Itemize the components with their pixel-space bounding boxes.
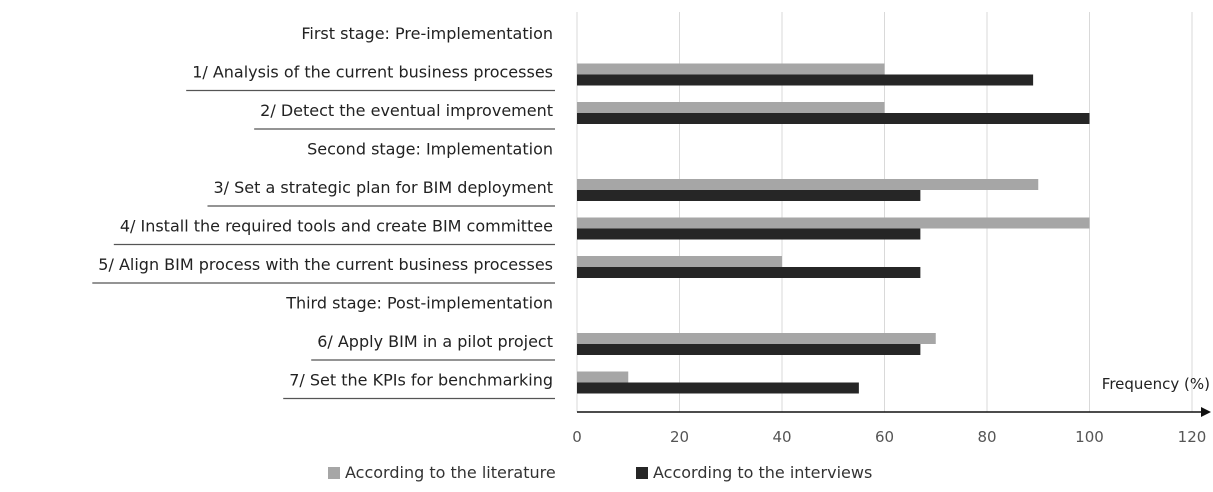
bar-literature [577, 102, 885, 113]
category-label: 3/ Set a strategic plan for BIM deployme… [213, 178, 553, 197]
x-tick-label: 80 [977, 428, 996, 446]
legend-label: According to the interviews [653, 463, 872, 482]
bar-literature [577, 217, 1090, 229]
legend: According to the literature According to … [328, 463, 872, 482]
bar-literature [577, 256, 782, 267]
category-label: 5/ Align BIM process with the current bu… [98, 255, 553, 274]
bar-literature [577, 179, 1039, 190]
x-tick-label: 100 [1075, 428, 1104, 446]
x-axis: 0 20 40 60 80 100 120 Frequency (%) [572, 375, 1211, 446]
stage-label: First stage: Pre-implementation [301, 24, 553, 43]
category-label: 7/ Set the KPIs for benchmarking [289, 371, 553, 390]
bars [577, 63, 1090, 394]
x-tick-label: 60 [875, 428, 894, 446]
legend-swatch [636, 467, 648, 479]
bar-literature [577, 63, 885, 75]
bar-interviews [577, 267, 921, 278]
x-tick-label: 120 [1178, 428, 1207, 446]
bar-interviews [577, 382, 859, 394]
bar-interviews [577, 113, 1090, 124]
bar-interviews [577, 344, 921, 355]
bar-literature [577, 333, 936, 344]
bar-interviews [577, 190, 921, 201]
category-label: 6/ Apply BIM in a pilot project [317, 332, 553, 351]
bar-interviews [577, 228, 921, 240]
x-tick-label: 40 [772, 428, 791, 446]
bar-literature [577, 371, 629, 383]
bar-interviews [577, 74, 1034, 86]
legend-label: According to the literature [345, 463, 556, 482]
legend-swatch [328, 467, 340, 479]
x-axis-title: Frequency (%) [1102, 375, 1210, 393]
stage-label: Second stage: Implementation [307, 140, 553, 159]
x-axis-arrow-icon [1201, 407, 1211, 417]
category-label: 4/ Install the required tools and create… [120, 217, 553, 236]
stage-label: Third stage: Post-implementation [285, 294, 553, 313]
x-tick-label: 20 [670, 428, 689, 446]
x-tick-label: 0 [572, 428, 582, 446]
category-labels: First stage: Pre-implementation 1/ Analys… [92, 24, 555, 400]
category-label: 1/ Analysis of the current business proc… [192, 63, 553, 82]
category-label: 2/ Detect the eventual improvement [260, 101, 553, 120]
